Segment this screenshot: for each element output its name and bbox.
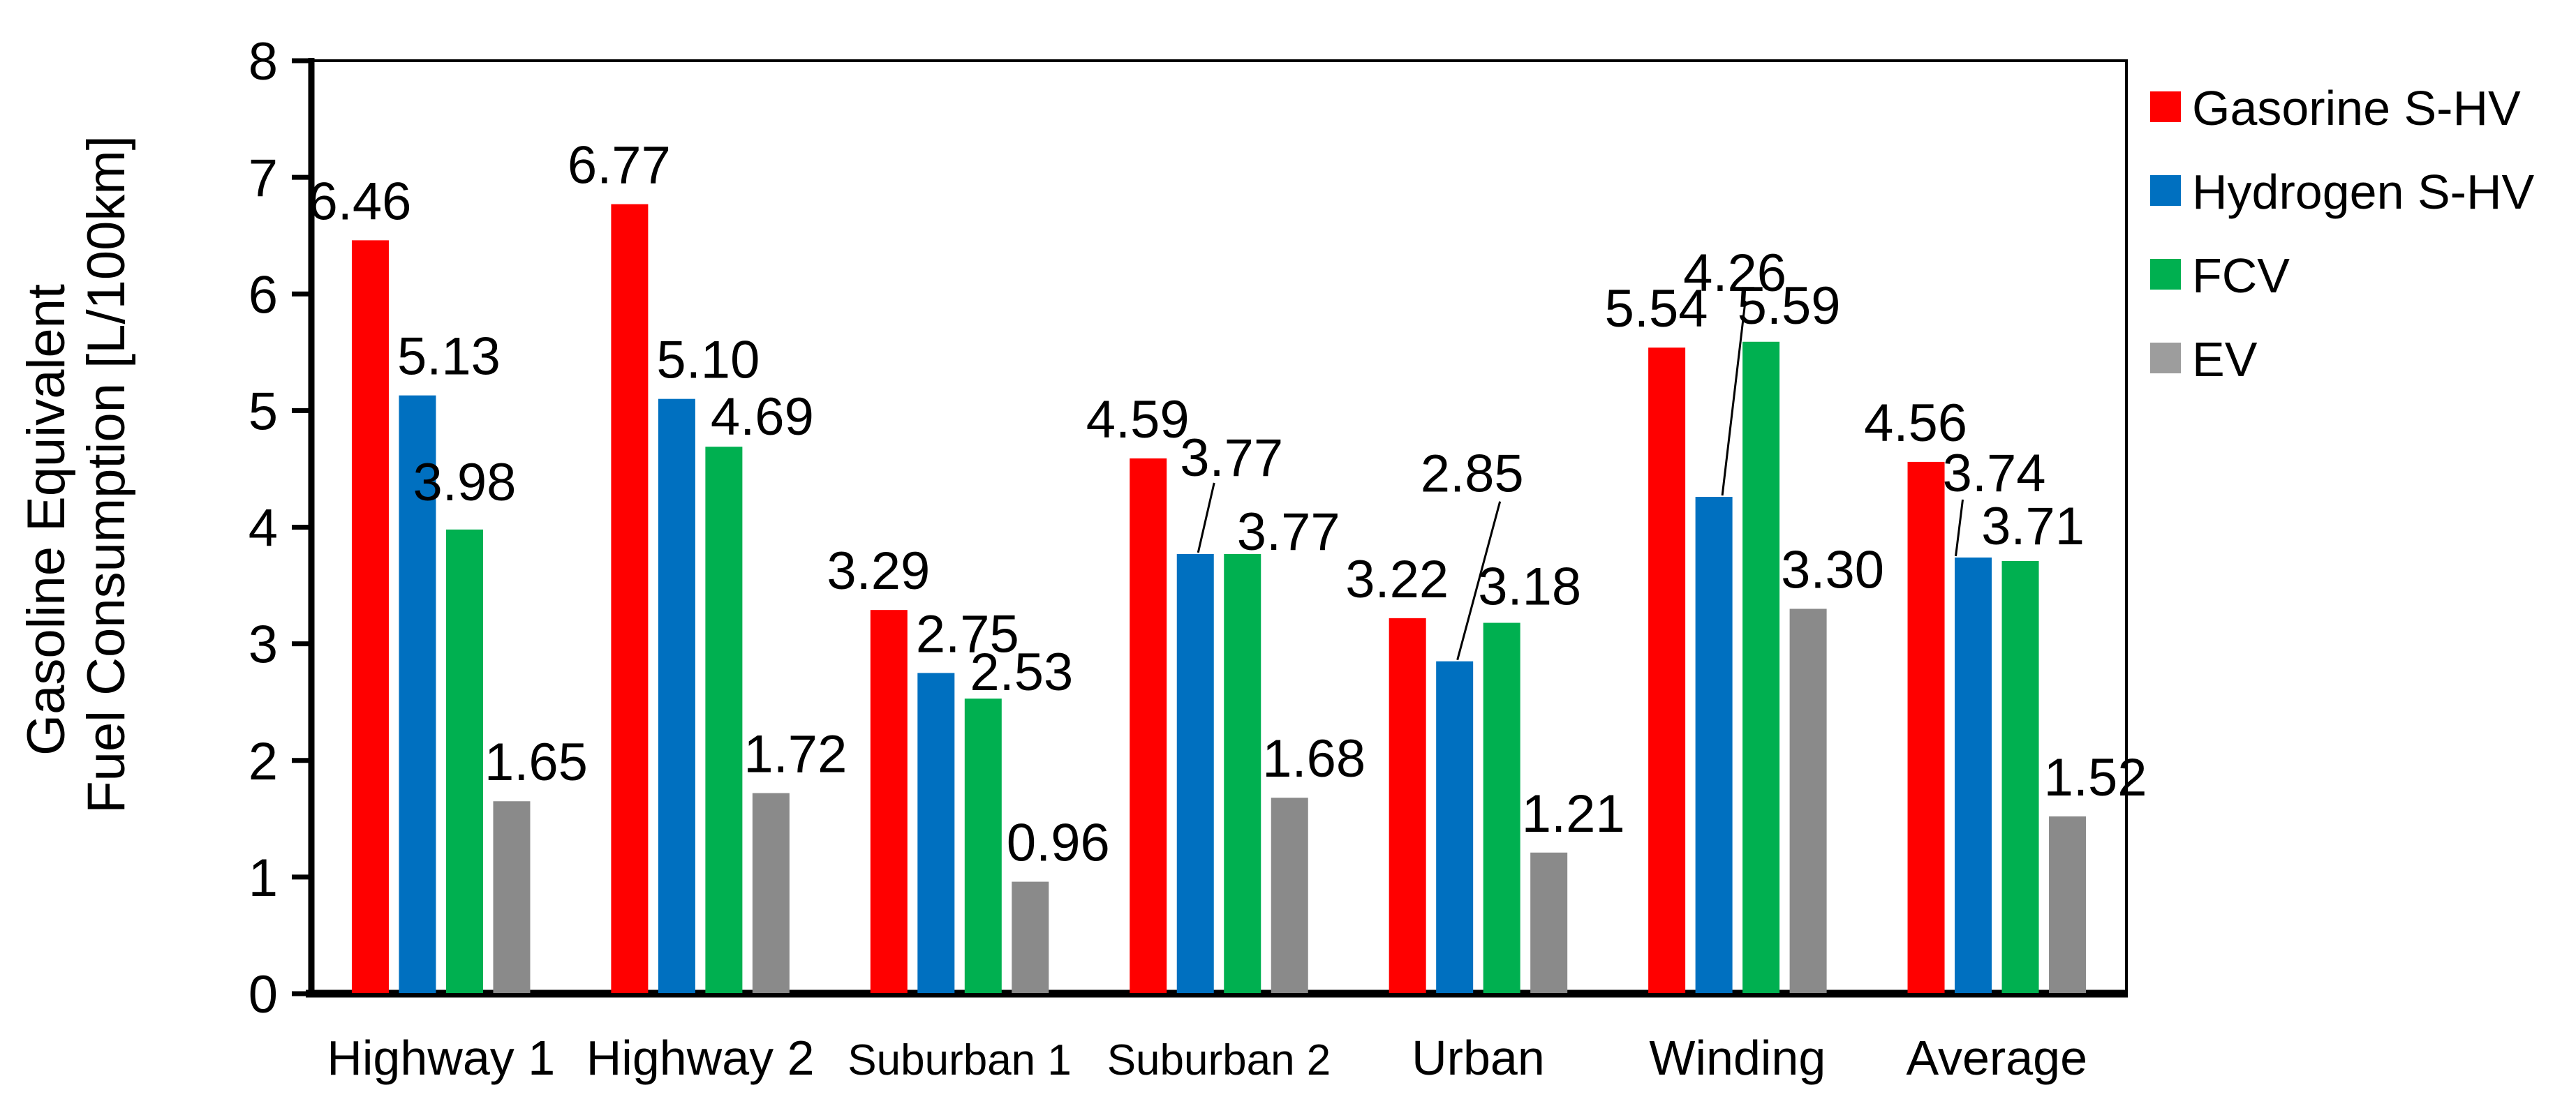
bar-fcv-average — [2001, 560, 2039, 993]
bar-ev-suburban-1 — [1012, 881, 1049, 993]
bar-hydrogen-s-hv-suburban-1 — [917, 673, 955, 993]
legend-swatch-ev — [2150, 343, 2181, 373]
bar-hydrogen-s-hv-urban — [1436, 661, 1474, 993]
data-label: 6.77 — [568, 136, 671, 195]
callout-line — [1456, 501, 1502, 661]
y-tick-label: 1 — [249, 849, 278, 908]
data-label: 5.59 — [1738, 276, 1841, 336]
legend-swatch-gasorine-s-hv — [2150, 91, 2181, 122]
bar-hydrogen-s-hv-average — [1955, 557, 1992, 993]
legend-label-hydrogen-s-hv: Hydrogen S-HV — [2192, 165, 2535, 219]
callout-line — [1721, 300, 1747, 496]
bar-ev-urban — [1530, 852, 1568, 993]
data-label: 1.68 — [1262, 729, 1365, 789]
data-label: 5.10 — [656, 331, 760, 390]
y-tick-label: 2 — [249, 732, 278, 791]
bar-gasorine-s-hv-average — [1907, 461, 1945, 993]
data-label: 3.98 — [413, 453, 517, 512]
callout-line — [1955, 499, 1964, 557]
bar-fcv-suburban-1 — [964, 699, 1002, 993]
y-tick-label: 7 — [249, 149, 278, 208]
bar-fcv-winding — [1742, 341, 1780, 993]
legend-label-gasorine-s-hv: Gasorine S-HV — [2192, 81, 2521, 135]
legend-label-ev: EV — [2192, 332, 2258, 387]
y-axis-title-line2: Fuel Consumption [L/100km] — [77, 135, 136, 814]
bar-gasorine-s-hv-highway-1 — [351, 240, 389, 993]
bar-fcv-highway-2 — [705, 447, 743, 993]
bar-hydrogen-s-hv-winding — [1695, 497, 1733, 993]
data-label: 1.65 — [484, 733, 588, 792]
y-tick-label: 4 — [249, 499, 278, 558]
bar-fcv-highway-1 — [445, 529, 483, 993]
bar-gasorine-s-hv-urban — [1389, 618, 1426, 993]
data-label: 1.21 — [1522, 784, 1625, 844]
data-label: 3.77 — [1237, 502, 1340, 562]
x-tick-label: Winding — [1649, 1031, 1826, 1085]
data-label: 3.74 — [1943, 444, 2046, 503]
x-tick-label: Average — [1907, 1031, 2087, 1085]
legend-swatch-fcv — [2150, 259, 2181, 290]
x-tick-label: Suburban 1 — [847, 1036, 1072, 1084]
y-tick-label: 5 — [249, 382, 278, 441]
bar-ev-highway-1 — [493, 801, 531, 993]
x-tick-label: Urban — [1412, 1031, 1545, 1085]
data-label: 3.77 — [1180, 428, 1283, 488]
bar-hydrogen-s-hv-highway-1 — [399, 395, 436, 993]
legend-swatch-hydrogen-s-hv — [2150, 175, 2181, 206]
bar-fcv-suburban-2 — [1224, 553, 1261, 993]
x-tick-label: Highway 2 — [586, 1031, 815, 1085]
data-label: 4.56 — [1864, 394, 1967, 453]
x-tick-label: Highway 1 — [327, 1031, 555, 1085]
data-label: 5.54 — [1605, 279, 1708, 338]
callout-line — [1197, 482, 1215, 553]
data-label: 4.59 — [1086, 390, 1190, 449]
bar-ev-highway-2 — [752, 793, 790, 993]
data-label: 0.96 — [1007, 814, 1110, 873]
x-tick-label: Suburban 2 — [1107, 1036, 1331, 1084]
data-label: 2.75 — [916, 604, 1019, 664]
y-tick-label: 0 — [249, 965, 278, 1024]
bar-ev-suburban-2 — [1271, 798, 1308, 993]
bar-hydrogen-s-hv-highway-2 — [658, 398, 695, 993]
y-tick-label: 8 — [249, 32, 278, 91]
legend-label-fcv: FCV — [2192, 248, 2290, 303]
y-tick-label: 6 — [249, 265, 278, 324]
data-label: 1.52 — [2044, 748, 2147, 807]
data-label: 3.18 — [1478, 558, 1581, 617]
bar-fcv-urban — [1483, 622, 1520, 993]
bar-gasorine-s-hv-highway-2 — [611, 204, 649, 994]
data-label: 2.85 — [1421, 445, 1524, 504]
data-label: 6.46 — [309, 172, 412, 231]
data-label: 3.29 — [827, 541, 930, 601]
bar-ev-winding — [1789, 608, 1827, 993]
data-label: 1.72 — [743, 725, 847, 784]
data-label: 4.26 — [1683, 244, 1786, 303]
bar-ev-average — [2049, 816, 2087, 993]
bar-gasorine-s-hv-winding — [1648, 348, 1686, 993]
data-label: 3.22 — [1345, 550, 1449, 609]
bar-hydrogen-s-hv-suburban-2 — [1176, 553, 1214, 993]
data-label: 3.71 — [1981, 497, 2085, 556]
data-label: 2.53 — [970, 643, 1073, 702]
data-label: 5.13 — [397, 327, 501, 387]
bar-gasorine-s-hv-suburban-1 — [870, 610, 908, 993]
y-axis-title-line1: Gasoline Equivalent — [17, 284, 76, 756]
y-tick-label: 3 — [249, 615, 278, 675]
data-label: 4.69 — [711, 387, 814, 447]
bar-gasorine-s-hv-suburban-2 — [1130, 458, 1167, 993]
data-label: 3.30 — [1781, 540, 1884, 599]
